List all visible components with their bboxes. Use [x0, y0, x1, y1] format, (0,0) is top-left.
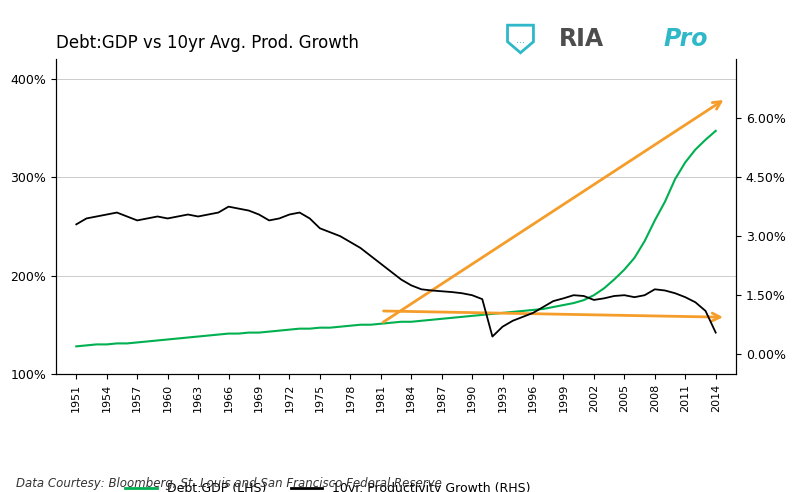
- Text: Data Courtesy: Bloomberg, St. Louis and San Francisco Federal Reserve: Data Courtesy: Bloomberg, St. Louis and …: [16, 477, 442, 490]
- Text: RIA: RIA: [559, 27, 605, 51]
- Text: Pro: Pro: [663, 27, 707, 51]
- Text: Debt:GDP vs 10yr Avg. Prod. Growth: Debt:GDP vs 10yr Avg. Prod. Growth: [56, 34, 359, 52]
- Legend: Debt:GDP (LHS), 10yr. Productivity Growth (RHS): Debt:GDP (LHS), 10yr. Productivity Growt…: [120, 477, 536, 492]
- Text: ...: ...: [516, 35, 525, 45]
